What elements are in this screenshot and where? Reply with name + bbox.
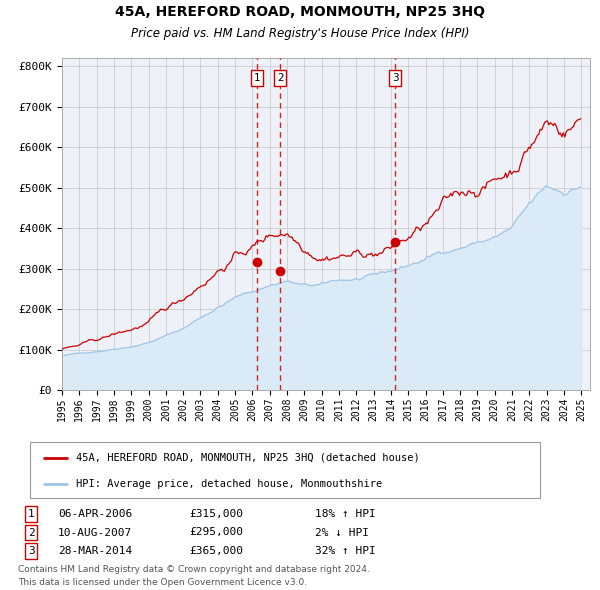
Text: HPI: Average price, detached house, Monmouthshire: HPI: Average price, detached house, Monm…: [76, 479, 382, 489]
Text: This data is licensed under the Open Government Licence v3.0.: This data is licensed under the Open Gov…: [18, 578, 307, 587]
Text: Contains HM Land Registry data © Crown copyright and database right 2024.: Contains HM Land Registry data © Crown c…: [18, 565, 370, 574]
FancyBboxPatch shape: [30, 442, 540, 498]
Text: 3: 3: [28, 546, 35, 556]
Text: 10-AUG-2007: 10-AUG-2007: [58, 527, 132, 537]
Text: 18% ↑ HPI: 18% ↑ HPI: [316, 509, 376, 519]
Text: 32% ↑ HPI: 32% ↑ HPI: [316, 546, 376, 556]
Text: Price paid vs. HM Land Registry's House Price Index (HPI): Price paid vs. HM Land Registry's House …: [131, 27, 469, 40]
Text: £295,000: £295,000: [190, 527, 244, 537]
Text: 28-MAR-2014: 28-MAR-2014: [58, 546, 132, 556]
Text: 3: 3: [392, 73, 398, 83]
Text: 2% ↓ HPI: 2% ↓ HPI: [316, 527, 370, 537]
Text: 06-APR-2006: 06-APR-2006: [58, 509, 132, 519]
Text: £365,000: £365,000: [190, 546, 244, 556]
Text: 1: 1: [254, 73, 260, 83]
Text: 45A, HEREFORD ROAD, MONMOUTH, NP25 3HQ (detached house): 45A, HEREFORD ROAD, MONMOUTH, NP25 3HQ (…: [76, 453, 419, 463]
Text: 1: 1: [28, 509, 35, 519]
Text: 2: 2: [277, 73, 284, 83]
Text: 45A, HEREFORD ROAD, MONMOUTH, NP25 3HQ: 45A, HEREFORD ROAD, MONMOUTH, NP25 3HQ: [115, 5, 485, 19]
Text: 2: 2: [28, 527, 35, 537]
Text: £315,000: £315,000: [190, 509, 244, 519]
